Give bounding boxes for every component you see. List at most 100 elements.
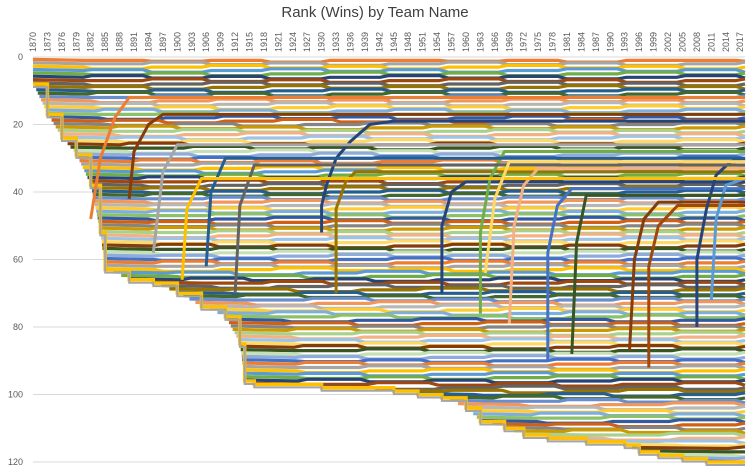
x-tick-label: 1870 bbox=[28, 32, 38, 52]
rank-series-line bbox=[523, 431, 746, 438]
x-tick-label: 1882 bbox=[86, 32, 96, 52]
x-tick-label: 1897 bbox=[158, 32, 168, 52]
series-line bbox=[507, 166, 745, 324]
x-tick-label: 1984 bbox=[576, 32, 586, 52]
series-line bbox=[647, 204, 745, 368]
rank-series-line bbox=[241, 354, 746, 361]
rank-series-line bbox=[53, 121, 746, 128]
rank-series-line bbox=[105, 266, 746, 273]
x-tick-label: 1981 bbox=[562, 32, 572, 52]
x-tick-label: 1966 bbox=[490, 32, 500, 52]
x-tick-label: 1903 bbox=[187, 32, 197, 52]
rank-series-line bbox=[37, 90, 746, 98]
rank-series-line bbox=[234, 330, 746, 337]
x-tick-label: 1951 bbox=[418, 32, 428, 52]
rank-series-line bbox=[243, 371, 746, 378]
series-line bbox=[334, 170, 745, 294]
x-tick-label: 1999 bbox=[649, 32, 659, 52]
rank-series-line bbox=[45, 107, 746, 115]
y-tick-label: 40 bbox=[13, 187, 23, 197]
rank-series-line bbox=[103, 256, 746, 263]
rank-series-line bbox=[492, 421, 746, 429]
x-tick-label: 2008 bbox=[692, 32, 702, 52]
x-tick-label: 1921 bbox=[273, 32, 283, 52]
rank-series-line bbox=[92, 188, 746, 196]
rank-series-line bbox=[129, 276, 746, 283]
rank-series-line bbox=[417, 391, 746, 398]
x-tick-label: 1954 bbox=[432, 32, 442, 52]
series-line bbox=[233, 163, 745, 294]
rank-series-line bbox=[225, 313, 746, 321]
rank-series-line bbox=[624, 442, 746, 448]
rank-series-line bbox=[514, 428, 746, 435]
rank-series-line bbox=[457, 401, 746, 408]
x-tick-label: 2017 bbox=[735, 32, 745, 52]
x-tick-label: 1990 bbox=[605, 32, 615, 52]
x-tick-label: 1912 bbox=[230, 32, 240, 52]
x-tick-label: 1924 bbox=[288, 32, 298, 52]
rank-series-line bbox=[254, 381, 746, 388]
x-tick-label: 1945 bbox=[389, 32, 399, 52]
series-line bbox=[546, 187, 745, 361]
rank-series-line bbox=[64, 138, 746, 145]
series-line bbox=[709, 177, 746, 301]
rank-series-line bbox=[32, 74, 746, 81]
x-tick-label: 2011 bbox=[706, 33, 716, 52]
x-tick-label: 1879 bbox=[71, 32, 81, 52]
x-tick-label: 1987 bbox=[591, 32, 601, 52]
rank-series-line bbox=[242, 364, 746, 371]
x-tick-label: 1969 bbox=[504, 32, 514, 52]
x-tick-label: 1891 bbox=[129, 32, 139, 52]
x-tick-label: 1963 bbox=[475, 32, 485, 52]
x-tick-label: 1942 bbox=[374, 32, 384, 52]
x-tick-label: 1948 bbox=[403, 32, 413, 52]
x-tick-label: 2005 bbox=[677, 32, 687, 52]
x-tick-label: 1900 bbox=[172, 32, 182, 52]
x-tick-label: 1939 bbox=[360, 32, 370, 52]
x-tick-label: 1909 bbox=[216, 32, 226, 52]
x-tick-label: 1918 bbox=[259, 32, 269, 52]
x-tick-label: 1885 bbox=[100, 32, 110, 52]
y-axis-ticks: 0 20 40 60 80 100 120 bbox=[8, 52, 23, 467]
x-tick-label: 1993 bbox=[620, 32, 630, 52]
rank-series-line bbox=[240, 347, 746, 354]
series-line bbox=[151, 143, 745, 253]
rank-series-line bbox=[480, 418, 746, 425]
x-tick-label: 1876 bbox=[57, 32, 67, 52]
x-tick-label: 1978 bbox=[548, 32, 558, 52]
x-tick-label: 1957 bbox=[447, 32, 457, 52]
x-tick-label: 2014 bbox=[721, 32, 731, 52]
x-tick-label: 1888 bbox=[115, 32, 125, 52]
x-tick-label: 1996 bbox=[634, 32, 644, 52]
series-line bbox=[483, 160, 745, 274]
y-tick-label: 60 bbox=[13, 255, 23, 265]
x-axis-ticks: 1870 1873 1876 1879 1882 1885 1888 1891 1894 1897… bbox=[28, 32, 745, 52]
rank-series-line bbox=[85, 171, 746, 179]
rank-series-line bbox=[393, 387, 746, 395]
x-tick-label: 1930 bbox=[317, 32, 327, 52]
x-tick-label: 1972 bbox=[519, 32, 529, 52]
boundary-series-line bbox=[33, 86, 745, 466]
x-tick-label: 2002 bbox=[663, 32, 673, 52]
series-line bbox=[89, 96, 745, 220]
y-tick-label: 0 bbox=[18, 52, 23, 62]
x-tick-label: 1873 bbox=[42, 32, 52, 52]
y-tick-label: 20 bbox=[13, 120, 23, 130]
chart-title: Rank (Wins) by Team Name bbox=[281, 4, 469, 21]
rank-series-line bbox=[101, 239, 746, 246]
rank-series-line bbox=[238, 337, 746, 344]
x-tick-label: 1975 bbox=[533, 32, 543, 52]
rank-series-line bbox=[449, 398, 746, 405]
rank-series-line bbox=[189, 296, 746, 304]
series-line bbox=[628, 200, 745, 351]
x-tick-label: 1894 bbox=[143, 32, 153, 52]
series-line bbox=[320, 119, 745, 233]
x-tick-label: 1933 bbox=[331, 32, 341, 52]
rank-series-line bbox=[631, 445, 746, 451]
rank-series-line bbox=[244, 377, 746, 385]
series-line bbox=[440, 180, 745, 294]
highlighted-series bbox=[89, 96, 746, 368]
rank-series-line bbox=[586, 439, 746, 445]
y-tick-label: 80 bbox=[13, 322, 23, 332]
